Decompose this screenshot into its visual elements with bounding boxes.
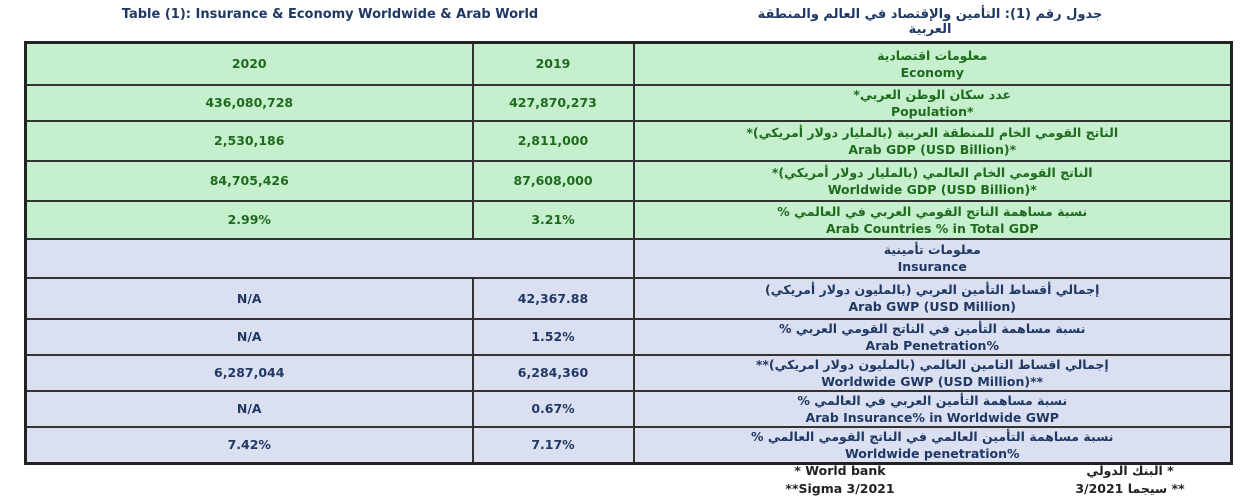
footnote-world-bank-ar: * البنك الدولي bbox=[1086, 463, 1174, 478]
row-label: إجمالي أقساط التأمين العربي (بالمليون دو… bbox=[632, 276, 1233, 320]
insurance-header-row: معلومات تأمينية Insurance bbox=[24, 237, 1233, 279]
value-2020: N/A bbox=[24, 276, 474, 320]
table-row: 2.99% 3.21% نسبة مساهمة الناتج القومي ال… bbox=[24, 199, 1233, 240]
footnotes-en: * World bank **Sigma 3/2021 bbox=[770, 462, 910, 498]
table-row: 84,705,426 87,608,000 الناتج القومي الخا… bbox=[24, 159, 1233, 202]
row-label: نسبة مساهمة التأمين العربي في العالمي % A… bbox=[632, 389, 1233, 428]
value-2019: 427,870,273 bbox=[471, 83, 635, 122]
footnotes-ar: * البنك الدولي ** سيجما 3/2021 bbox=[1060, 462, 1200, 498]
col-2020-header: 2020 bbox=[24, 41, 474, 86]
table-row: 6,287,044 6,284,360 إجمالي اقساط التامين… bbox=[24, 353, 1233, 392]
table-row: N/A 1.52% نسبة مساهمة التأمين في الناتج … bbox=[24, 317, 1233, 356]
empty-cell bbox=[24, 237, 635, 279]
value-2020: 2,530,186 bbox=[24, 119, 474, 162]
value-2019: 87,608,000 bbox=[471, 159, 635, 202]
insurance-economy-table: 2020 2019 معلومات اقتصادية Economy 436,08… bbox=[24, 41, 1233, 465]
value-2020: 84,705,426 bbox=[24, 159, 474, 202]
footnote-sigma: **Sigma 3/2021 bbox=[785, 481, 895, 496]
value-2019: 42,367.88 bbox=[471, 276, 635, 320]
row-label: نسبة مساهمة الناتج القومي العربي في العا… bbox=[632, 199, 1233, 240]
value-2019: 2,811,000 bbox=[471, 119, 635, 162]
value-2020: N/A bbox=[24, 389, 474, 428]
value-2020: 6,287,044 bbox=[24, 353, 474, 392]
table-title-ar: جدول رقم (1): التأمين والإقتصاد في العال… bbox=[757, 7, 1103, 37]
col-2019-header: 2019 bbox=[471, 41, 635, 86]
economy-section-label: معلومات اقتصادية Economy bbox=[632, 41, 1233, 86]
row-label: نسبة مساهمة التأمين العالمي في الناتج ال… bbox=[632, 425, 1233, 465]
value-2019: 3.21% bbox=[471, 199, 635, 240]
economy-header-row: 2020 2019 معلومات اقتصادية Economy bbox=[24, 41, 1233, 86]
table-title-en: Table (1): Insurance & Economy Worldwide… bbox=[121, 7, 539, 22]
value-2019: 0.67% bbox=[471, 389, 635, 428]
table-row: 7.42% 7.17% نسبة مساهمة التأمين العالمي … bbox=[24, 425, 1233, 465]
row-label: نسبة مساهمة التأمين في الناتج القومي الع… bbox=[632, 317, 1233, 356]
row-label: الناتج القومي الخام للمنطقة العربية (بال… bbox=[632, 119, 1233, 162]
table-row: 436,080,728 427,870,273 عدد سكان الوطن ا… bbox=[24, 83, 1233, 122]
value-2020: 2.99% bbox=[24, 199, 474, 240]
value-2020: 7.42% bbox=[24, 425, 474, 465]
footnote-sigma-ar: ** سيجما 3/2021 bbox=[1075, 481, 1185, 496]
row-label: الناتج القومي الخام العالمي (بالمليار دو… bbox=[632, 159, 1233, 202]
insurance-section-label: معلومات تأمينية Insurance bbox=[632, 237, 1233, 279]
table-row: N/A 42,367.88 إجمالي أقساط التأمين العرب… bbox=[24, 276, 1233, 320]
footnote-world-bank: * World bank bbox=[794, 463, 886, 478]
row-label: عدد سكان الوطن العربي* Population* bbox=[632, 83, 1233, 122]
value-2020: N/A bbox=[24, 317, 474, 356]
value-2019: 1.52% bbox=[471, 317, 635, 356]
value-2019: 7.17% bbox=[471, 425, 635, 465]
table-row: N/A 0.67% نسبة مساهمة التأمين العربي في … bbox=[24, 389, 1233, 428]
table-row: 2,530,186 2,811,000 الناتج القومي الخام … bbox=[24, 119, 1233, 162]
value-2019: 6,284,360 bbox=[471, 353, 635, 392]
row-label: إجمالي اقساط التامين العالمي (بالمليون د… bbox=[632, 353, 1233, 392]
value-2020: 436,080,728 bbox=[24, 83, 474, 122]
